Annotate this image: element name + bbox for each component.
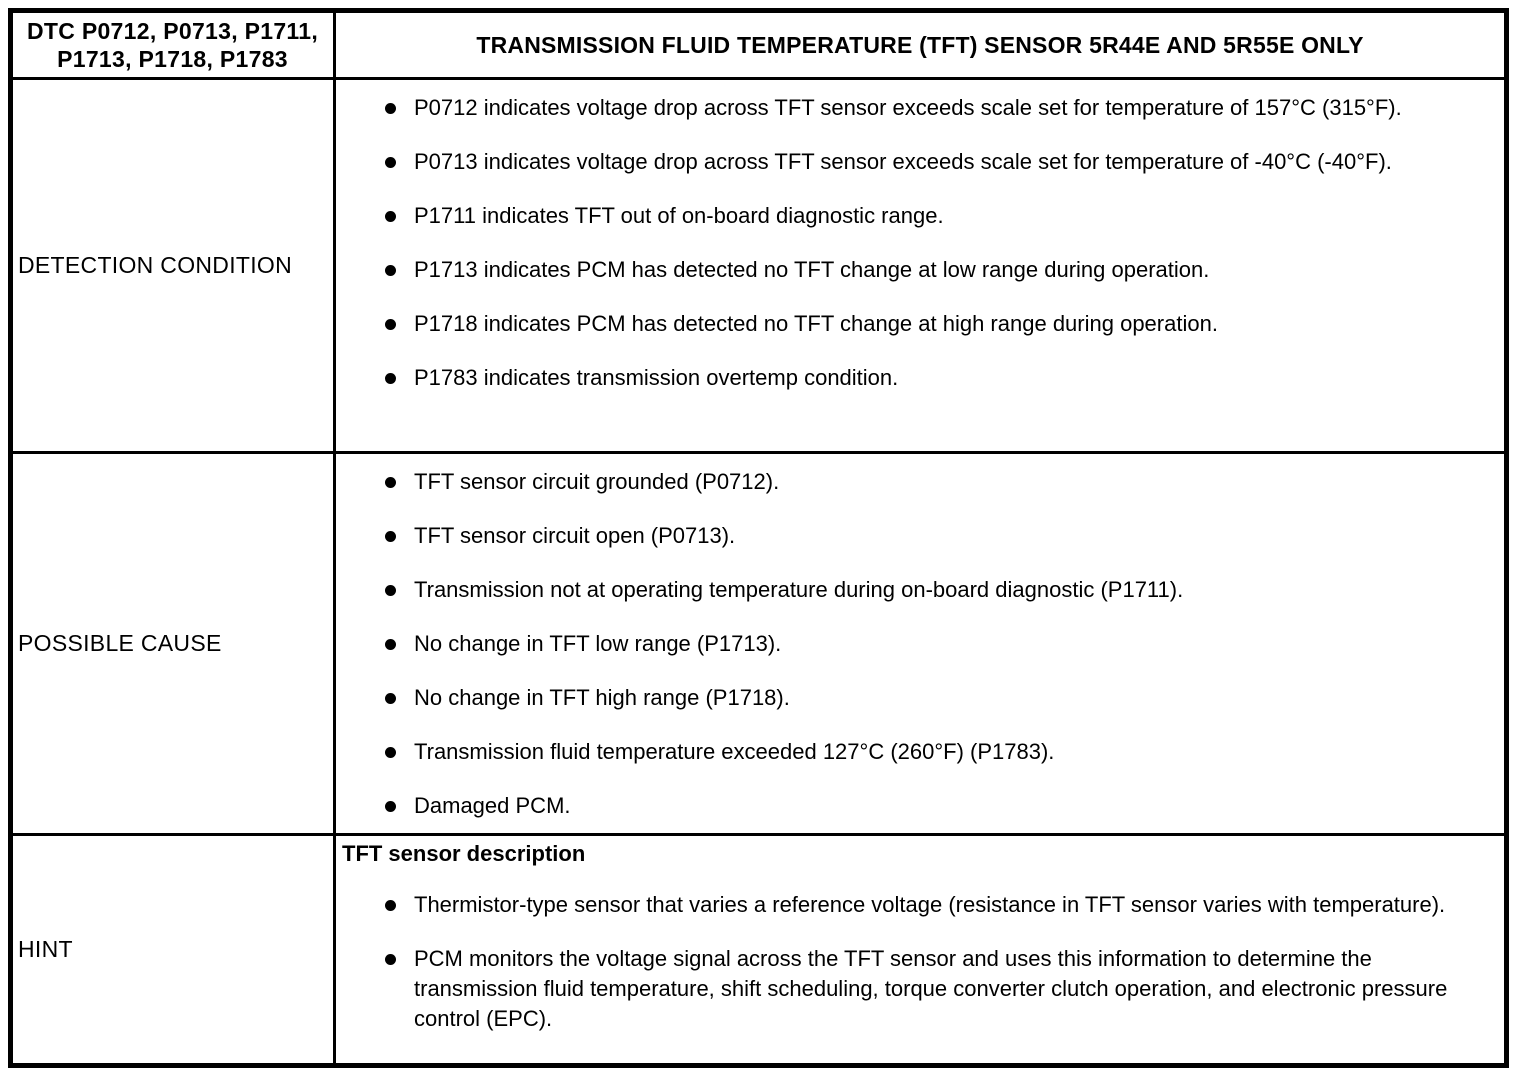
- bullet-text: P0712 indicates voltage drop across TFT …: [414, 95, 1402, 120]
- bullet-icon: [385, 900, 396, 911]
- bullet-icon: [385, 531, 396, 542]
- bullet-icon: [385, 747, 396, 758]
- dtc-codes-header: DTC P0712, P0713, P1711, P1713, P1718, P…: [13, 13, 336, 77]
- bullet-icon: [385, 103, 396, 114]
- bullet-item: TFT sensor circuit grounded (P0712).: [385, 467, 1484, 497]
- row-label-detection-condition: DETECTION CONDITION: [13, 80, 336, 451]
- bullet-text: P1713 indicates PCM has detected no TFT …: [414, 257, 1210, 282]
- bullet-item: No change in TFT high range (P1718).: [385, 683, 1484, 713]
- bullet-item: P0713 indicates voltage drop across TFT …: [385, 147, 1484, 177]
- bullet-item: TFT sensor circuit open (P0713).: [385, 521, 1484, 551]
- bullet-text: Transmission not at operating temperatur…: [414, 577, 1184, 602]
- bullet-text: P1711 indicates TFT out of on-board diag…: [414, 203, 944, 228]
- bullet-text: P1783 indicates transmission overtemp co…: [414, 365, 899, 390]
- bullet-text: TFT sensor circuit grounded (P0712).: [414, 469, 780, 494]
- bullet-item: No change in TFT low range (P1713).: [385, 629, 1484, 659]
- detection-condition-bullet-list: P0712 indicates voltage drop across TFT …: [342, 93, 1484, 393]
- hint-row: HINT TFT sensor description Thermistor-t…: [13, 833, 1504, 1063]
- bullet-text: P0713 indicates voltage drop across TFT …: [414, 149, 1392, 174]
- bullet-icon: [385, 954, 396, 965]
- dtc-diagnostic-table: DTC P0712, P0713, P1711, P1713, P1718, P…: [8, 8, 1509, 1068]
- possible-cause-row: POSSIBLE CAUSE TFT sensor circuit ground…: [13, 451, 1504, 833]
- bullet-item: Thermistor-type sensor that varies a ref…: [385, 890, 1484, 920]
- hint-bullet-list: Thermistor-type sensor that varies a ref…: [342, 890, 1484, 1034]
- bullet-icon: [385, 801, 396, 812]
- bullet-text: PCM monitors the voltage signal across t…: [414, 946, 1448, 1031]
- possible-cause-content: TFT sensor circuit grounded (P0712). TFT…: [336, 454, 1504, 833]
- row-label-hint: HINT: [13, 836, 336, 1063]
- detection-condition-content: P0712 indicates voltage drop across TFT …: [336, 80, 1504, 451]
- table-title: TRANSMISSION FLUID TEMPERATURE (TFT) SEN…: [476, 31, 1364, 58]
- bullet-text: Transmission fluid temperature exceeded …: [414, 739, 1055, 764]
- bullet-item: P1783 indicates transmission overtemp co…: [385, 363, 1484, 393]
- table-header-row: DTC P0712, P0713, P1711, P1713, P1718, P…: [13, 13, 1504, 77]
- bullet-text: No change in TFT low range (P1713).: [414, 631, 782, 656]
- row-label-possible-cause: POSSIBLE CAUSE: [13, 454, 336, 833]
- bullet-icon: [385, 639, 396, 650]
- bullet-icon: [385, 693, 396, 704]
- hint-subheading: TFT sensor description: [342, 841, 586, 866]
- bullet-text: Damaged PCM.: [414, 793, 571, 818]
- bullet-icon: [385, 585, 396, 596]
- bullet-icon: [385, 211, 396, 222]
- bullet-item: P1711 indicates TFT out of on-board diag…: [385, 201, 1484, 231]
- bullet-item: PCM monitors the voltage signal across t…: [385, 944, 1484, 1034]
- bullet-text: P1718 indicates PCM has detected no TFT …: [414, 311, 1218, 336]
- bullet-item: P1718 indicates PCM has detected no TFT …: [385, 309, 1484, 339]
- possible-cause-bullet-list: TFT sensor circuit grounded (P0712). TFT…: [342, 467, 1484, 821]
- bullet-item: Transmission not at operating temperatur…: [385, 575, 1484, 605]
- bullet-icon: [385, 157, 396, 168]
- bullet-item: Damaged PCM.: [385, 791, 1484, 821]
- hint-content: TFT sensor description Thermistor-type s…: [336, 836, 1504, 1063]
- bullet-icon: [385, 319, 396, 330]
- bullet-text: TFT sensor circuit open (P0713).: [414, 523, 736, 548]
- bullet-item: Transmission fluid temperature exceeded …: [385, 737, 1484, 767]
- bullet-icon: [385, 373, 396, 384]
- bullet-item: P0712 indicates voltage drop across TFT …: [385, 93, 1484, 123]
- bullet-text: No change in TFT high range (P1718).: [414, 685, 790, 710]
- bullet-icon: [385, 265, 396, 276]
- bullet-item: P1713 indicates PCM has detected no TFT …: [385, 255, 1484, 285]
- detection-condition-row: DETECTION CONDITION P0712 indicates volt…: [13, 77, 1504, 451]
- bullet-icon: [385, 477, 396, 488]
- bullet-text: Thermistor-type sensor that varies a ref…: [414, 892, 1446, 917]
